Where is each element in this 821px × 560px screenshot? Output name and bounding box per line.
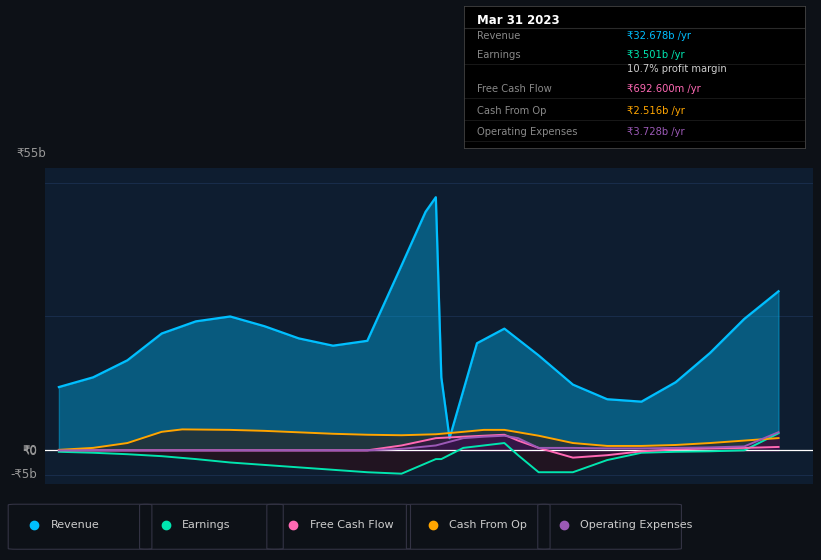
Text: Mar 31 2023: Mar 31 2023 (478, 14, 560, 27)
Text: Earnings: Earnings (182, 520, 231, 530)
Text: 10.7% profit margin: 10.7% profit margin (627, 64, 727, 74)
Text: Operating Expenses: Operating Expenses (478, 127, 578, 137)
Text: ₹692.600m /yr: ₹692.600m /yr (627, 84, 701, 94)
Text: Earnings: Earnings (478, 50, 521, 60)
Text: Cash From Op: Cash From Op (449, 520, 527, 530)
Text: Operating Expenses: Operating Expenses (580, 520, 693, 530)
Text: Revenue: Revenue (478, 31, 521, 41)
Text: ₹3.728b /yr: ₹3.728b /yr (627, 127, 685, 137)
Text: ₹32.678b /yr: ₹32.678b /yr (627, 31, 691, 41)
Text: ₹3.501b /yr: ₹3.501b /yr (627, 50, 685, 60)
Text: ₹0: ₹0 (23, 444, 38, 457)
Text: Revenue: Revenue (51, 520, 99, 530)
Text: ₹2.516b /yr: ₹2.516b /yr (627, 105, 686, 115)
Text: Cash From Op: Cash From Op (478, 105, 547, 115)
Text: -₹5b: -₹5b (11, 468, 38, 481)
Text: ₹55b: ₹55b (16, 147, 46, 160)
Text: Free Cash Flow: Free Cash Flow (310, 520, 393, 530)
Text: Free Cash Flow: Free Cash Flow (478, 84, 553, 94)
